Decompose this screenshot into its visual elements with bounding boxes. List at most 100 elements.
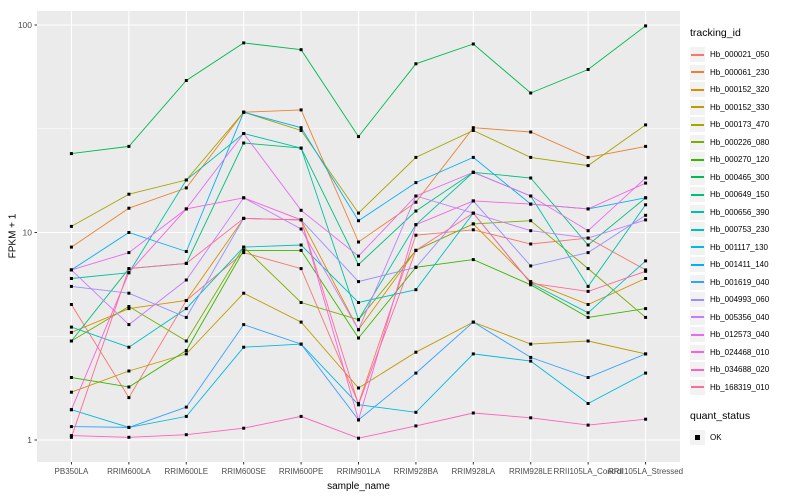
data-point bbox=[471, 170, 475, 174]
data-point bbox=[586, 267, 590, 271]
legend-key-line-icon bbox=[690, 362, 705, 378]
legend-label: OK bbox=[710, 433, 722, 443]
x-tick-label: RRIM600SE bbox=[221, 467, 265, 476]
legend-label: Hb_024468_010 bbox=[710, 347, 770, 357]
data-point bbox=[529, 202, 533, 206]
data-point bbox=[644, 123, 648, 127]
data-point bbox=[184, 352, 188, 356]
data-point bbox=[184, 261, 188, 265]
legend-label: Hb_000465_300 bbox=[710, 172, 770, 182]
legend-key-line-icon bbox=[690, 257, 705, 273]
legend-item: Hb_012573_040 bbox=[690, 326, 798, 344]
legend-key-line-icon bbox=[690, 222, 705, 238]
legend-label: Hb_001619_040 bbox=[710, 277, 770, 287]
data-point bbox=[299, 320, 303, 324]
data-point bbox=[127, 425, 131, 429]
data-point bbox=[184, 307, 188, 311]
legend-item: Hb_001619_040 bbox=[690, 274, 798, 292]
data-point bbox=[586, 376, 590, 379]
legend-item: Hb_168319_010 bbox=[690, 379, 798, 397]
data-point bbox=[414, 194, 418, 198]
data-point bbox=[242, 110, 246, 114]
data-point bbox=[127, 385, 131, 389]
data-point bbox=[529, 416, 533, 420]
data-point bbox=[471, 211, 475, 215]
data-point bbox=[69, 277, 73, 280]
data-point bbox=[357, 403, 360, 407]
legend-key-line-icon bbox=[690, 344, 705, 360]
data-point bbox=[299, 48, 303, 52]
data-point bbox=[242, 132, 246, 135]
data-point bbox=[357, 135, 360, 139]
data-point bbox=[242, 426, 246, 430]
data-point bbox=[357, 301, 360, 304]
data-point bbox=[529, 280, 533, 284]
legend-item: Hb_000270_120 bbox=[690, 151, 798, 169]
legend-label: Hb_000226_080 bbox=[710, 137, 770, 147]
x-tick-label: PB350LA bbox=[55, 467, 89, 476]
legend-item: Hb_000152_330 bbox=[690, 99, 798, 117]
legend-item: Hb_004993_060 bbox=[690, 291, 798, 309]
legend-key-line-icon bbox=[690, 204, 705, 220]
data-point bbox=[69, 284, 73, 288]
legend-item: Hb_001411_140 bbox=[690, 256, 798, 274]
x-tick-label: RRIM600LE bbox=[164, 467, 208, 476]
legend-key-line-icon bbox=[690, 274, 705, 290]
legend-series-items: Hb_000021_050 Hb_000061_230 Hb_000152_320 H… bbox=[690, 46, 798, 396]
data-point bbox=[184, 315, 188, 319]
data-point bbox=[357, 386, 360, 390]
legend-item: Hb_000173_470 bbox=[690, 116, 798, 134]
data-point bbox=[529, 281, 533, 285]
data-point bbox=[357, 280, 360, 284]
data-point bbox=[586, 155, 590, 159]
y-tick-label: 1 bbox=[27, 435, 32, 445]
data-point bbox=[69, 408, 73, 412]
legend-label: Hb_012573_040 bbox=[710, 330, 770, 340]
data-point bbox=[471, 228, 475, 232]
data-point bbox=[471, 411, 475, 415]
data-point bbox=[644, 307, 648, 311]
data-point bbox=[127, 435, 131, 439]
legend-label: Hb_001117_130 bbox=[710, 242, 768, 252]
legend-status-items: OK bbox=[690, 429, 798, 447]
legend-key-line-icon bbox=[690, 292, 705, 308]
legend-key-line-icon bbox=[690, 99, 705, 115]
data-point bbox=[414, 424, 418, 428]
data-point bbox=[357, 328, 360, 332]
legend-label: Hb_000152_320 bbox=[710, 85, 770, 95]
data-point bbox=[299, 414, 303, 418]
data-point bbox=[471, 199, 475, 203]
data-point bbox=[414, 410, 418, 414]
data-point bbox=[127, 345, 131, 349]
legend-label: Hb_000656_390 bbox=[710, 207, 770, 217]
data-point bbox=[299, 227, 303, 231]
legend-key-line-icon bbox=[690, 239, 705, 255]
data-point bbox=[242, 141, 246, 145]
legend: tracking_id Hb_000021_050 Hb_000061_230 Hb… bbox=[690, 27, 798, 447]
data-point bbox=[299, 126, 303, 130]
data-point bbox=[127, 369, 131, 373]
data-point bbox=[299, 301, 303, 304]
legend-title-quant-status: quant_status bbox=[690, 410, 751, 422]
data-point bbox=[69, 434, 73, 438]
data-point bbox=[184, 414, 188, 418]
data-point bbox=[69, 325, 73, 329]
x-tick-label: RRIM928LE bbox=[509, 467, 553, 476]
data-point bbox=[414, 371, 418, 375]
data-point bbox=[127, 192, 131, 196]
data-point bbox=[184, 339, 188, 343]
data-point bbox=[69, 390, 73, 394]
data-point bbox=[644, 371, 648, 375]
data-point bbox=[471, 126, 475, 130]
data-point bbox=[586, 402, 590, 405]
data-point bbox=[414, 265, 418, 269]
data-point bbox=[69, 152, 73, 156]
data-point bbox=[644, 417, 648, 421]
data-point bbox=[127, 144, 131, 148]
data-point bbox=[69, 330, 73, 334]
data-point bbox=[586, 315, 590, 319]
data-point bbox=[184, 299, 188, 302]
data-point bbox=[644, 213, 648, 217]
